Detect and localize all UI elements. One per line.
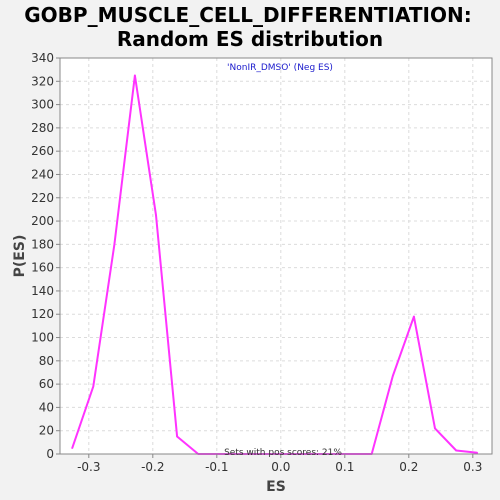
y-tick-label: 100 <box>31 331 54 345</box>
data-point <box>113 243 116 246</box>
x-tick-label: 0.2 <box>399 460 418 474</box>
data-point <box>71 447 73 449</box>
x-axis-ticks: -0.3 -0.2 -0.1 0.0 0.1 0.2 0.3 <box>77 454 482 474</box>
data-point <box>413 315 415 318</box>
y-tick-label: 160 <box>31 261 54 275</box>
data-point <box>134 74 136 77</box>
data-point <box>392 375 394 377</box>
data-point <box>176 435 178 438</box>
y-tick-label: 180 <box>31 237 54 251</box>
y-tick-label: 340 <box>31 51 54 65</box>
x-tick-label: 0.1 <box>335 460 354 474</box>
x-axis-label: ES <box>266 479 286 495</box>
y-axis-ticks: 0 20 40 60 80 100 120 140 160 180 200 220 240 260 280 3… <box>31 51 60 461</box>
grid-lines <box>60 58 492 454</box>
y-tick-label: 280 <box>31 121 54 135</box>
y-tick-label: 20 <box>39 424 54 438</box>
x-tick-label: 0.3 <box>463 460 482 474</box>
y-tick-label: 240 <box>31 167 54 181</box>
top-annotation: 'NonIR_DMSO' (Neg ES) <box>227 63 333 73</box>
y-axis-label: P(ES) <box>12 235 28 278</box>
y-tick-label: 320 <box>31 74 54 88</box>
y-tick-label: 40 <box>39 400 54 414</box>
y-tick-label: 120 <box>31 307 54 321</box>
x-tick-label: -0.2 <box>141 460 164 474</box>
chart-title: GOBP_MUSCLE_CELL_DIFFERENTIATION: <box>24 3 471 27</box>
data-point <box>155 214 157 217</box>
chart-subtitle: Random ES distribution <box>117 27 383 51</box>
y-tick-label: 0 <box>46 447 54 461</box>
plot-area <box>60 58 492 454</box>
x-tick-label: 0.0 <box>271 460 290 474</box>
y-tick-label: 140 <box>31 284 54 298</box>
data-point <box>92 385 95 388</box>
y-tick-label: 60 <box>39 377 54 391</box>
y-tick-label: 80 <box>39 354 54 368</box>
y-tick-label: 220 <box>31 191 54 205</box>
y-tick-label: 200 <box>31 214 54 228</box>
bottom-annotation: Sets with pos scores: 21% <box>224 448 342 458</box>
y-tick-label: 300 <box>31 98 54 112</box>
x-tick-label: -0.3 <box>77 460 100 474</box>
x-tick-label: -0.1 <box>205 460 228 474</box>
y-tick-label: 260 <box>31 144 54 158</box>
data-point <box>455 449 457 452</box>
data-point <box>476 452 479 454</box>
plot-border <box>59 57 493 455</box>
data-point <box>434 427 436 430</box>
